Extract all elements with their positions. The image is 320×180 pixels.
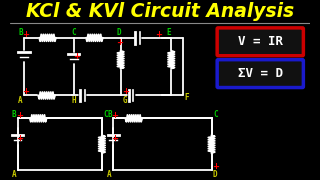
FancyBboxPatch shape: [217, 28, 303, 56]
Text: G: G: [123, 96, 128, 105]
Text: +: +: [111, 134, 118, 143]
Text: A: A: [107, 170, 112, 179]
Text: +: +: [212, 162, 219, 171]
Text: B: B: [12, 110, 16, 119]
Text: A: A: [18, 96, 23, 105]
Text: D: D: [116, 28, 121, 37]
Text: C: C: [103, 110, 108, 119]
Text: B: B: [107, 110, 112, 119]
Text: ΣV = D: ΣV = D: [238, 67, 283, 80]
Text: +: +: [111, 111, 118, 120]
Text: V = IR: V = IR: [238, 35, 283, 48]
Text: F: F: [185, 93, 189, 102]
Text: +: +: [22, 87, 29, 96]
Text: +: +: [122, 87, 129, 96]
Text: D: D: [213, 170, 218, 179]
Text: +: +: [73, 52, 80, 61]
FancyBboxPatch shape: [217, 60, 303, 87]
Text: A: A: [12, 170, 16, 179]
Text: C: C: [71, 28, 76, 37]
Text: +: +: [156, 30, 163, 39]
Text: +: +: [16, 111, 23, 120]
Text: +: +: [16, 134, 23, 143]
Text: B: B: [19, 28, 24, 37]
Text: E: E: [166, 28, 171, 37]
Text: C: C: [213, 110, 218, 119]
Text: +: +: [22, 30, 29, 39]
Text: KCl & KVl Circuit Analysis: KCl & KVl Circuit Analysis: [26, 3, 294, 21]
Text: H: H: [71, 96, 76, 105]
Text: +: +: [116, 38, 123, 47]
